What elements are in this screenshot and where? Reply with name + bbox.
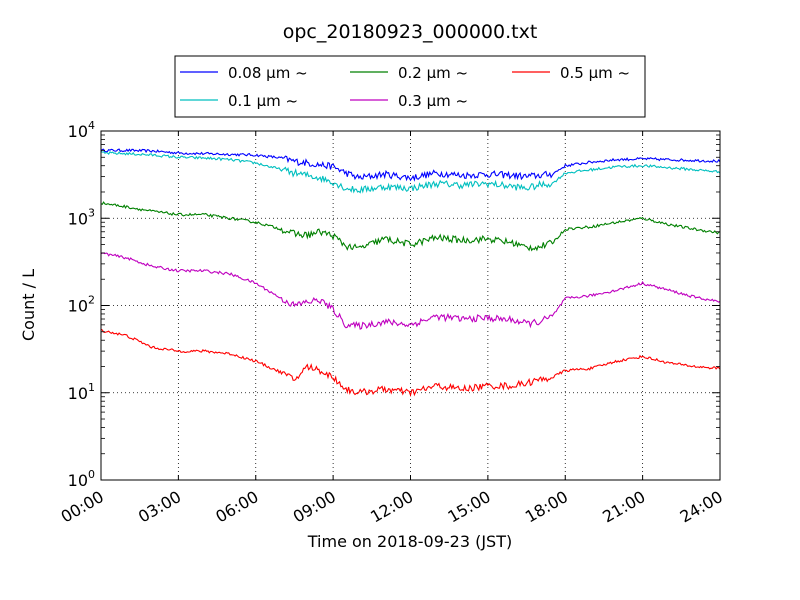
- legend-label-0: 0.08 μm ~: [228, 64, 308, 82]
- series-line-1: [100, 151, 721, 194]
- legend-box: [174, 55, 646, 118]
- y-tick-label: 103: [68, 206, 95, 228]
- y-tick-label: 102: [68, 294, 95, 316]
- series-line-3: [100, 252, 721, 330]
- series-line-4: [100, 328, 721, 398]
- series-line-2: [100, 201, 721, 252]
- plot-series: [100, 148, 721, 398]
- plot-area-frame: [100, 130, 721, 481]
- y-tick-label: 101: [68, 381, 95, 403]
- legend-label-3: 0.3 μm ~: [398, 92, 468, 110]
- axis-ticks: 00:00 03:00 06:00 09:00 12:00 15:00 18:00 21:00…: [58, 119, 726, 527]
- legend: 0.08 μm ~ 0.2 μm ~ 0.5 μm ~ 0.1 μm ~ 0.3 μm …: [174, 55, 646, 118]
- legend-label-4: 0.5 μm ~: [560, 64, 630, 82]
- x-tick-label: 03:00: [135, 487, 184, 527]
- grid-lines: [101, 131, 720, 480]
- y-axis-label: Count / L: [19, 269, 38, 341]
- x-tick-label: 09:00: [290, 487, 339, 527]
- series-line-0: [100, 148, 721, 182]
- legend-label-2: 0.2 μm ~: [398, 64, 468, 82]
- x-tick-label: 06:00: [212, 487, 261, 527]
- legend-label-1: 0.1 μm ~: [228, 92, 298, 110]
- x-tick-label: 24:00: [677, 487, 726, 527]
- y-tick-label: 100: [68, 468, 95, 490]
- x-axis-label: Time on 2018-09-23 (JST): [307, 532, 512, 551]
- y-tick-label: 104: [68, 119, 95, 141]
- x-tick-label: 12:00: [367, 487, 416, 527]
- x-tick-label: 00:00: [58, 487, 107, 527]
- x-tick-label: 21:00: [599, 487, 648, 527]
- x-tick-label: 18:00: [522, 487, 571, 527]
- x-tick-label: 15:00: [444, 487, 493, 527]
- chart-title: opc_20180923_000000.txt: [283, 21, 538, 43]
